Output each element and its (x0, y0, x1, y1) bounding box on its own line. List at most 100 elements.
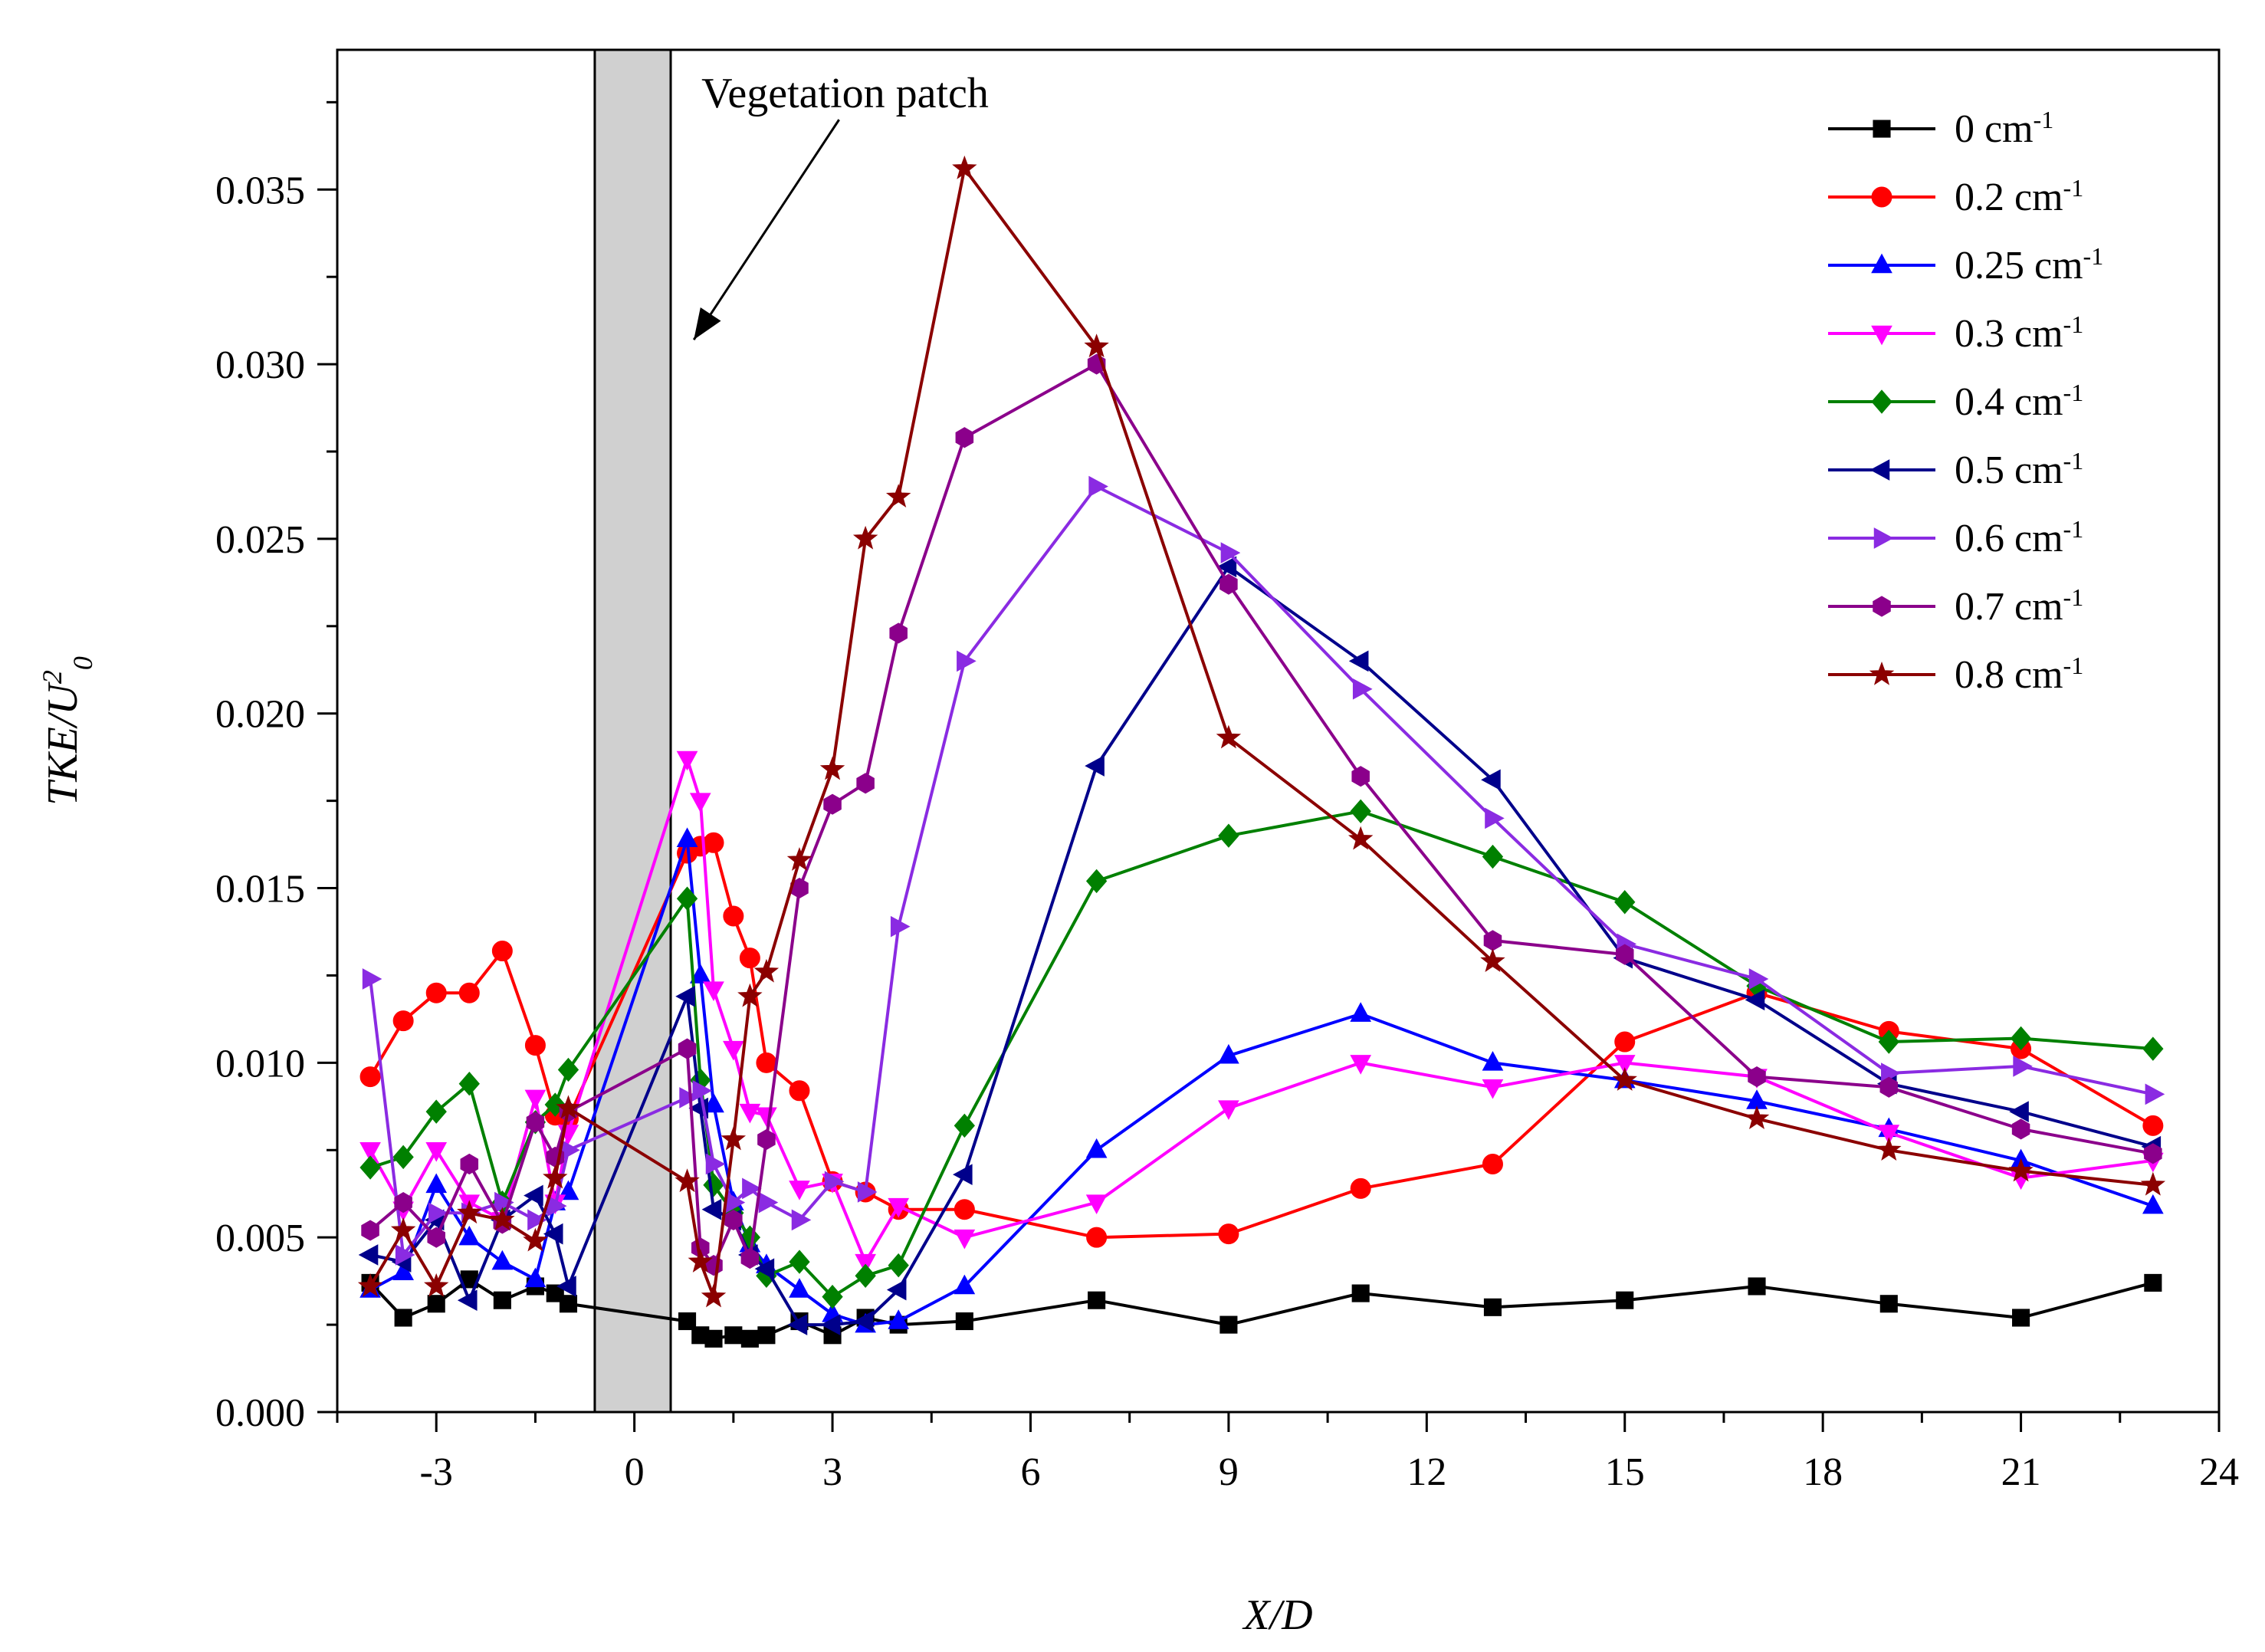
legend-item-0-8-cm: 0.8 cm-1 (1828, 652, 2083, 697)
data-point-0-8-cm (721, 1126, 747, 1151)
y-tick-label: 0.025 (215, 518, 305, 562)
legend-label: 0.2 cm-1 (1955, 174, 2083, 219)
data-point-0-cm (1616, 1291, 1634, 1309)
data-point-0-cm (740, 1329, 759, 1348)
data-point-0-4-cm (1614, 890, 1636, 915)
data-point-0-2-cm (789, 1080, 810, 1102)
y-tick-label: 0.010 (215, 1042, 305, 1085)
data-point-0-7-cm (427, 1227, 445, 1248)
data-point-0-cm (1748, 1277, 1766, 1296)
data-point-0-25-cm (2142, 1194, 2164, 1214)
data-point-0-3-cm (739, 1103, 761, 1124)
data-point-0-3-cm (1218, 1100, 1239, 1120)
x-axis-title: X/D (1242, 1591, 1312, 1639)
y-tick-label: 0.000 (215, 1391, 305, 1435)
data-point-0-7-cm (1879, 1076, 1899, 1098)
data-point-0-5-cm (1085, 755, 1105, 777)
data-point-0-7-cm (678, 1038, 697, 1059)
data-point-0-4-cm (954, 1113, 975, 1138)
legend-item-0-5-cm: 0.5 cm-1 (1828, 447, 2083, 492)
data-point-0-5-cm (853, 1310, 874, 1332)
data-point-0-cm (704, 1329, 723, 1348)
data-point-0-cm (1088, 1291, 1106, 1309)
data-point-0-7-cm (955, 427, 974, 448)
data-point-0-25-cm (689, 964, 711, 984)
data-point-0-8-cm (1216, 724, 1242, 749)
data-point-0-4-cm (425, 1099, 447, 1124)
series-0-6-cm (362, 475, 2165, 1266)
y-tick-label: 0.020 (215, 693, 305, 737)
data-point-0-3-cm (1085, 1194, 1108, 1214)
legend-item-0-7-cm: 0.7 cm-1 (1828, 583, 2083, 629)
data-point-0-4-cm (703, 1173, 724, 1197)
data-point-0-4-cm (1085, 869, 1108, 894)
data-point-0-6-cm (692, 1079, 713, 1102)
data-point-0-5-cm (754, 1258, 775, 1280)
data-point-0-6-cm (791, 1209, 812, 1231)
legend-marker (1873, 527, 1894, 549)
data-point-0-8-cm (852, 525, 878, 550)
data-point-0-6-cm (1748, 968, 1769, 990)
y-tick-label: 0.035 (215, 169, 305, 212)
data-point-0-3-cm (1350, 1055, 1372, 1075)
data-point-0-8-cm (819, 756, 845, 780)
data-point-0-8-cm (1612, 1067, 1637, 1091)
svg-text:TKE/U20: TKE/U20 (37, 656, 98, 806)
data-point-0-7-cm (2011, 1118, 2030, 1140)
data-point-0-5-cm (820, 1314, 841, 1335)
data-point-0-2-cm (1350, 1177, 1371, 1199)
data-point-0-cm (559, 1295, 578, 1313)
series-layer (357, 155, 2166, 1348)
series-line-0-cm (369, 1277, 2154, 1341)
legend: 0 cm-1 0.2 cm-1 0.25 cm-1 0.3 cm-1 0.4 cm-1 0… (1828, 106, 2103, 697)
data-point-0-2-cm (723, 905, 744, 927)
legend-marker (1873, 596, 1891, 617)
data-point-0-5-cm (358, 1244, 379, 1266)
data-point-0-8-cm (2008, 1158, 2034, 1182)
data-point-0-8-cm (753, 958, 780, 983)
data-point-0-6-cm (428, 1202, 448, 1224)
data-point-0-5-cm (886, 1279, 907, 1301)
data-point-0-5-cm (1745, 989, 1765, 1011)
data-point-0-6-cm (705, 1153, 726, 1175)
data-point-0-25-cm (458, 1225, 481, 1246)
data-point-0-6-cm (395, 1244, 415, 1266)
data-point-0-4-cm (1878, 1030, 1899, 1054)
legend-item-0-25-cm: 0.25 cm-1 (1828, 242, 2103, 287)
x-tick-label: 0 (625, 1450, 645, 1494)
data-point-0-25-cm (703, 1092, 724, 1113)
data-point-0-3-cm (359, 1142, 381, 1162)
vegetation-patch-annotation: Vegetation patch (701, 70, 989, 117)
data-point-0-4-cm (855, 1263, 876, 1289)
data-point-0-cm (546, 1284, 564, 1302)
data-point-0-4-cm (1350, 799, 1371, 824)
legend-marker (1871, 253, 1892, 274)
series-line-0-8-cm (369, 166, 2154, 1299)
legend-label: 0.8 cm-1 (1955, 652, 2083, 697)
data-point-0-7-cm (1351, 766, 1370, 787)
legend-label: 0 cm-1 (1955, 106, 2053, 151)
data-point-0-8-cm (737, 983, 763, 1007)
data-point-0-25-cm (1350, 1002, 1372, 1022)
data-point-0-3-cm (789, 1181, 810, 1200)
data-point-0-8-cm (688, 1249, 713, 1273)
data-point-0-25-cm (789, 1278, 810, 1298)
data-point-0-6-cm (957, 650, 977, 672)
data-point-0-25-cm (1218, 1043, 1239, 1064)
data-point-0-3-cm (676, 750, 698, 771)
x-tick-label: 6 (1020, 1450, 1040, 1494)
data-point-0-cm (2012, 1309, 2030, 1327)
data-point-0-3-cm (703, 981, 724, 1002)
data-point-0-8-cm (424, 1273, 449, 1297)
data-point-0-cm (1483, 1298, 1502, 1316)
data-point-0-4-cm (2142, 1036, 2164, 1061)
legend-marker (1869, 459, 1890, 481)
data-point-0-8-cm (1744, 1105, 1770, 1130)
legend-item-0-cm: 0 cm-1 (1828, 106, 2053, 151)
y-tick-label: 0.015 (215, 868, 305, 911)
legend-label: 0.5 cm-1 (1955, 447, 2083, 492)
data-point-0-5-cm (1348, 650, 1369, 672)
data-point-0-cm (678, 1312, 697, 1331)
data-point-0-7-cm (526, 1112, 545, 1133)
data-point-0-8-cm (1084, 333, 1109, 358)
